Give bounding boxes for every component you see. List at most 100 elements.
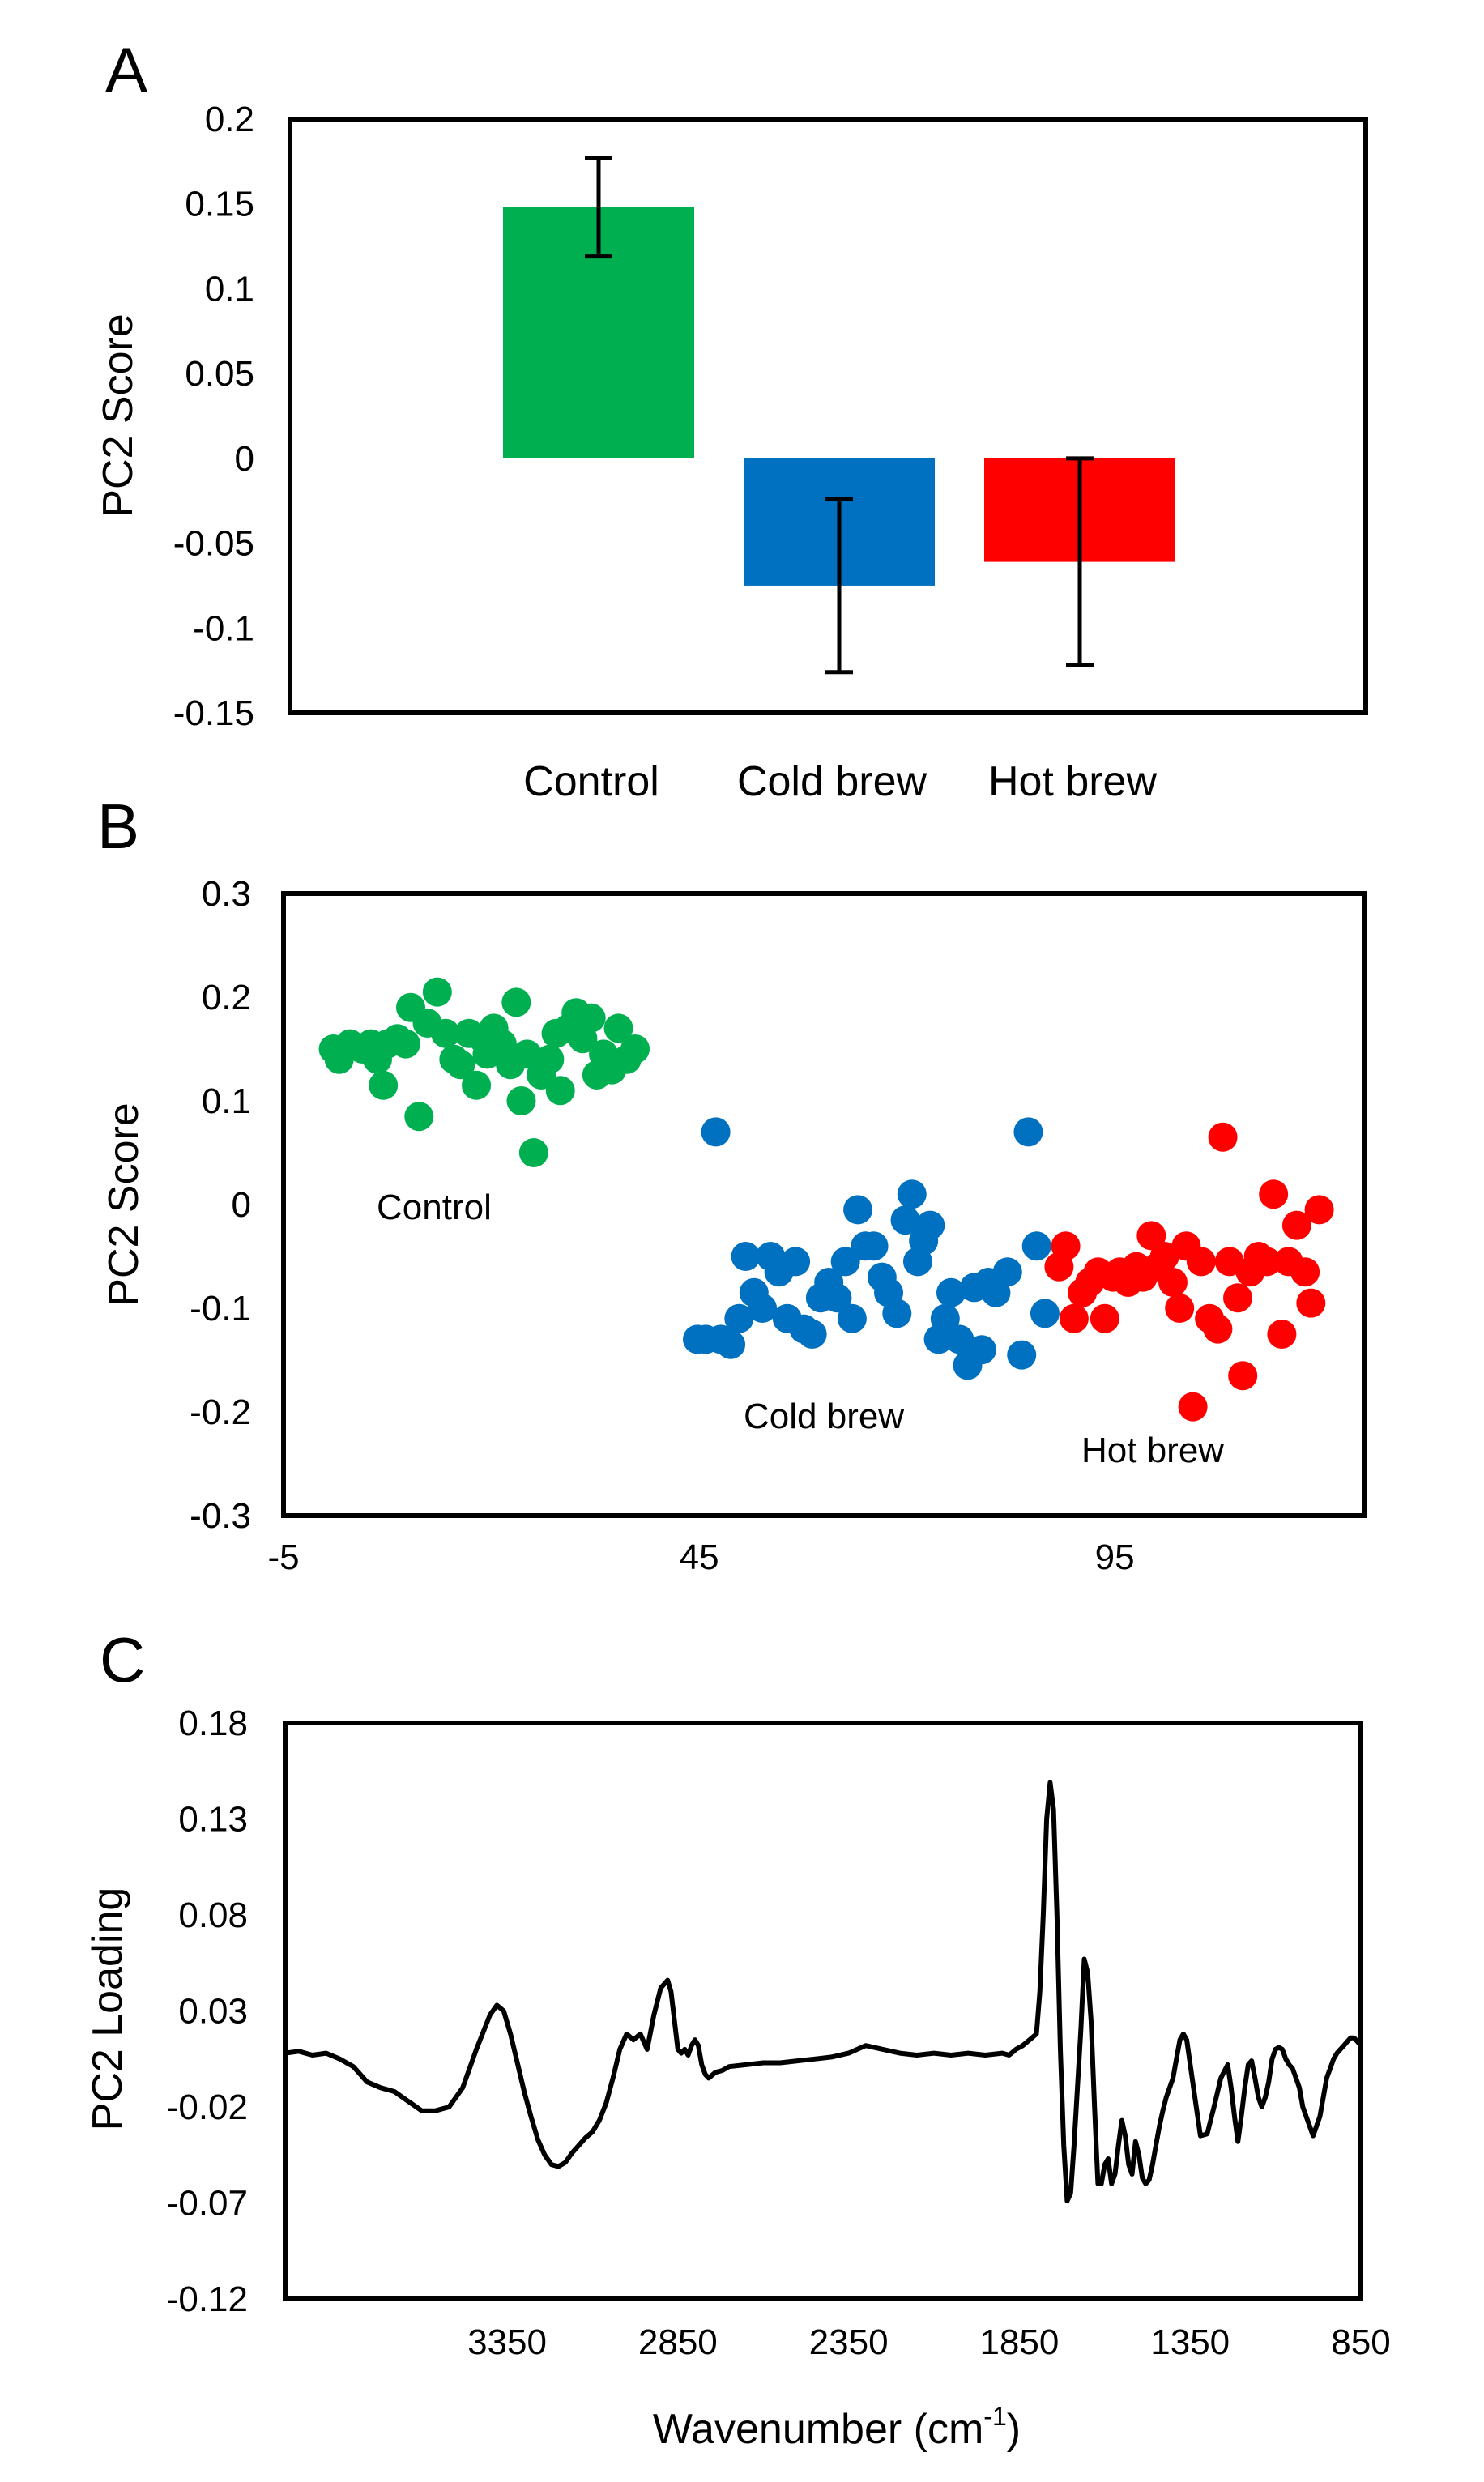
- scatter-point: [837, 1303, 867, 1333]
- y-tick-label: -0.02: [167, 2088, 248, 2127]
- error-bar-hot-brew: [1066, 456, 1094, 667]
- category-label: Cold brew: [737, 758, 927, 805]
- scatter-point: [501, 987, 531, 1017]
- scatter-point: [1051, 1231, 1081, 1261]
- series-hot-brew: [1044, 1122, 1334, 1422]
- panel-c-letter: C: [100, 1624, 145, 1695]
- scatter-point: [966, 1335, 996, 1365]
- scatter-point: [797, 1320, 827, 1349]
- x-tick-label: 45: [680, 1537, 719, 1577]
- panel-a: A 0.20.150.10.050-0.05-0.1-0.15 Control C…: [95, 34, 1368, 805]
- scatter-point: [1304, 1195, 1334, 1225]
- panel-c-plot-frame: [283, 1721, 1363, 2301]
- panel-c-x-axis-label: Wavenumber (cm-1): [653, 2402, 1021, 2453]
- scatter-point: [1021, 1231, 1051, 1261]
- panel-c-x-tick-labels: 3350 2850 2350 1850 1350 850: [467, 2322, 1391, 2362]
- x-tick-label: -5: [267, 1537, 299, 1577]
- scatter-point: [1259, 1179, 1289, 1209]
- scatter-point: [1090, 1303, 1119, 1333]
- scatter-point: [992, 1257, 1022, 1287]
- scatter-point: [724, 1303, 754, 1333]
- y-tick-label: 0: [232, 1185, 251, 1225]
- y-tick-label: 0.03: [178, 1992, 248, 2032]
- y-tick-label: 0.1: [202, 1081, 251, 1121]
- scatter-point: [506, 1086, 536, 1115]
- x-tick-label: 95: [1095, 1537, 1135, 1577]
- scatter-point: [404, 1102, 434, 1132]
- y-tick-label: -0.2: [190, 1392, 251, 1432]
- scatter-point: [431, 1018, 461, 1048]
- scatter-point: [830, 1247, 860, 1277]
- y-tick-label: 0.08: [178, 1896, 248, 1935]
- scatter-point: [1223, 1283, 1253, 1313]
- y-tick-label: -0.07: [167, 2184, 248, 2224]
- panel-b-y-tick-labels: 0.3 0.2 0.1 0 -0.1 -0.2 -0.3: [190, 874, 251, 1536]
- y-tick-label: -0.1: [193, 608, 254, 648]
- scatter-point: [822, 1283, 852, 1313]
- scatter-point: [716, 1329, 746, 1359]
- panel-b: B 0.30.20.10-0.1-0.2-0.3 -5 45 95 Control …: [97, 791, 1367, 1577]
- y-tick-label: -0.1: [190, 1289, 251, 1328]
- scatter-point: [781, 1247, 811, 1277]
- scatter-point: [620, 1034, 650, 1064]
- scatter-point: [1149, 1242, 1179, 1271]
- scatter-point: [603, 1013, 633, 1043]
- x-tick-label: 2350: [809, 2322, 889, 2362]
- scatter-point: [1165, 1294, 1195, 1323]
- scatter-point: [748, 1294, 778, 1323]
- panel-c-x-axis-label-close: ): [1007, 2406, 1021, 2453]
- scatter-point: [576, 1003, 606, 1033]
- x-tick-label: 850: [1331, 2322, 1390, 2362]
- panel-c-x-axis-label-main: Wavenumber (cm: [653, 2406, 983, 2453]
- scatter-point: [1007, 1340, 1037, 1370]
- panel-a-error-bars: [585, 156, 1094, 675]
- y-tick-label: 0.2: [205, 100, 254, 139]
- y-tick-label: -0.15: [173, 693, 254, 733]
- panel-a-y-axis-label: PC2 Score: [95, 313, 142, 517]
- scatter-point: [390, 1029, 420, 1059]
- y-tick-label: -0.05: [173, 524, 254, 564]
- scatter-point: [701, 1117, 731, 1147]
- scatter-point: [1059, 1303, 1089, 1333]
- scatter-point: [915, 1210, 945, 1240]
- y-tick-label: 0.1: [205, 269, 254, 309]
- y-tick-label: 0.18: [178, 1704, 248, 1743]
- x-tick-label: 1850: [979, 2322, 1059, 2362]
- y-tick-label: 0.13: [178, 1800, 248, 1840]
- panel-c-x-axis-label-superscript: -1: [983, 2402, 1006, 2431]
- scatter-point: [512, 1039, 542, 1069]
- scatter-point: [1296, 1288, 1326, 1318]
- scatter-point: [369, 1070, 399, 1100]
- y-tick-label: 0: [235, 439, 254, 479]
- scatter-point: [1252, 1247, 1281, 1277]
- scatter-point: [1136, 1221, 1166, 1251]
- panel-b-points: [318, 977, 1334, 1422]
- scatter-point: [936, 1277, 966, 1307]
- y-tick-label: 0.3: [202, 874, 251, 914]
- panel-b-x-tick-labels: -5 45 95: [267, 1537, 1134, 1577]
- scatter-point: [859, 1231, 889, 1261]
- series-control: [318, 977, 650, 1167]
- category-label: Control: [523, 758, 659, 805]
- y-tick-label: -0.3: [190, 1496, 251, 1536]
- panel-c-y-tick-labels: 0.18 0.13 0.08 0.03 -0.02 -0.07 -0.12: [167, 1704, 248, 2319]
- scatter-point: [422, 977, 452, 1007]
- scatter-point: [897, 1179, 927, 1209]
- x-tick-label: 1350: [1150, 2322, 1230, 2362]
- scatter-point: [518, 1138, 548, 1167]
- scatter-point: [731, 1242, 761, 1271]
- panel-b-y-axis-label: PC2 Score: [100, 1102, 147, 1306]
- scatter-point: [843, 1195, 873, 1225]
- scatter-point: [1281, 1210, 1311, 1240]
- scatter-point: [1208, 1122, 1238, 1152]
- scatter-point: [930, 1303, 960, 1333]
- panel-b-plot-frame: [281, 891, 1367, 1518]
- y-tick-label: 0.2: [202, 978, 251, 1017]
- panel-c-y-axis-label: PC2 Loading: [84, 1887, 131, 2131]
- panel-c-loading-line: [284, 1780, 1363, 2204]
- scatter-point: [1290, 1257, 1320, 1287]
- panel-b-letter: B: [97, 791, 139, 862]
- panel-b-annotation-control: Control: [377, 1188, 492, 1227]
- x-tick-label: 2850: [638, 2322, 718, 2362]
- panel-a-category-labels: Control Cold brew Hot brew: [523, 758, 1157, 805]
